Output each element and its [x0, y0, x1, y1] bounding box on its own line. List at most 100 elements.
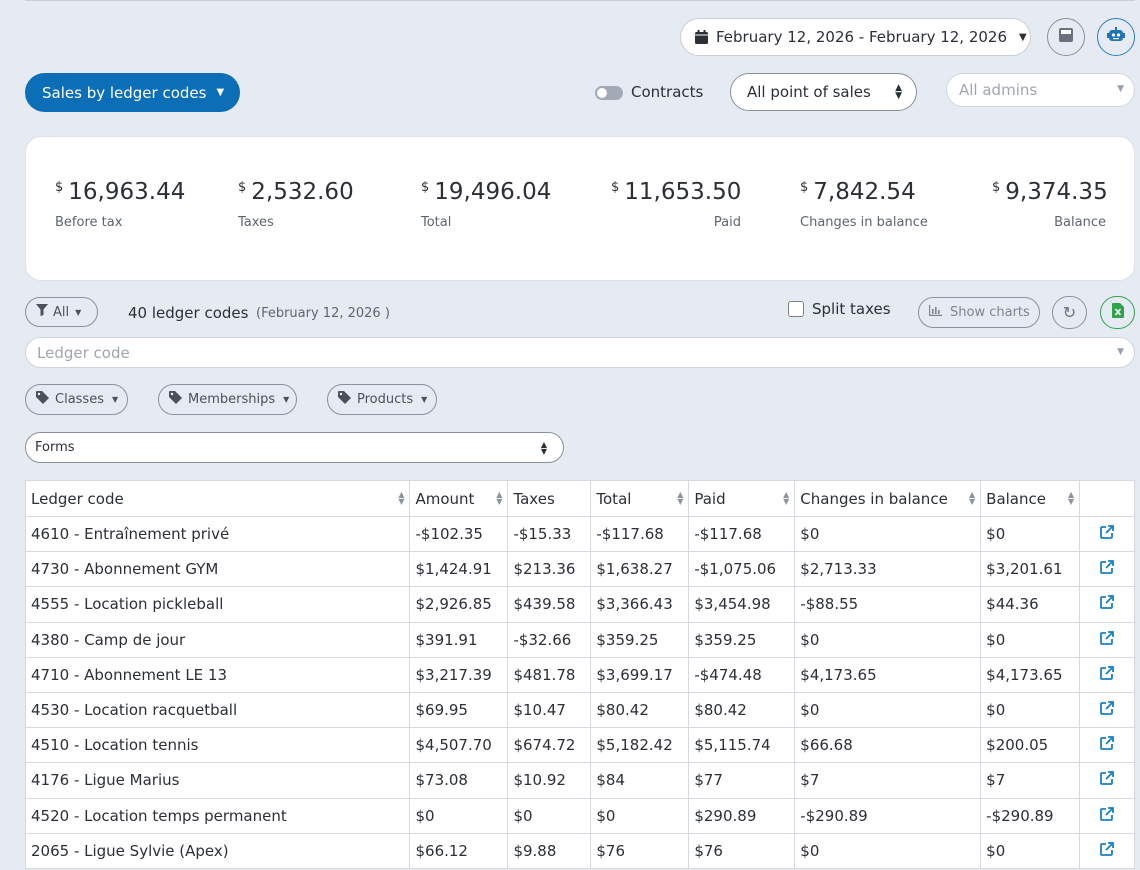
sort-icon: ▲ ▼	[496, 490, 503, 506]
currency-symbol: $	[800, 180, 809, 195]
stat-label: Before tax	[55, 215, 123, 230]
sort-icon: ▲ ▼	[1067, 490, 1075, 506]
table-cell: $2,713.33	[794, 551, 982, 588]
export-excel-button[interactable]	[1100, 296, 1135, 329]
forms-select-value: Forms	[35, 440, 75, 455]
refresh-button[interactable]: ↻	[1052, 296, 1087, 329]
filter-icon	[36, 304, 48, 320]
open-link-icon[interactable]	[1079, 586, 1135, 623]
table-cell: $0	[794, 621, 982, 658]
table-cell: -$15.33	[507, 515, 592, 553]
table-cell: $200.05	[980, 727, 1081, 764]
open-link-icon[interactable]	[1079, 762, 1135, 799]
tag-icon	[36, 391, 49, 408]
table-cell: $391.91	[409, 621, 509, 658]
table-cell: $73.08	[409, 762, 509, 799]
filter-all-label: All	[53, 304, 70, 320]
column-header[interactable]: Total ▲ ▼	[590, 480, 690, 517]
forms-select[interactable]: Forms ▲ ▼	[25, 432, 564, 463]
table-cell: $69.95	[409, 691, 509, 729]
table-cell: 4555 - Location pickleball	[24, 586, 411, 623]
table-cell: $44.36	[980, 586, 1081, 623]
open-link-icon[interactable]	[1079, 691, 1135, 729]
stat-label: Changes in balance	[800, 215, 928, 230]
memberships-filter[interactable]: Memberships ▼	[158, 384, 297, 415]
open-link-icon[interactable]	[1079, 832, 1135, 869]
split-taxes-checkbox[interactable]	[788, 301, 804, 317]
contracts-label: Contracts	[631, 83, 704, 101]
open-link-icon[interactable]	[1079, 727, 1135, 764]
sort-icon: ▲ ▼	[398, 490, 405, 506]
assistant-button[interactable]	[1097, 18, 1135, 56]
table-cell: $0	[980, 621, 1081, 658]
table-cell: $76	[688, 832, 796, 869]
table-cell: $4,507.70	[409, 727, 509, 764]
table-cell: $4,173.65	[980, 656, 1081, 693]
table-cell: $84	[590, 762, 690, 799]
table-cell: $0	[409, 797, 509, 834]
contracts-toggle[interactable]	[595, 86, 623, 100]
ledger-count: 40 ledger codes	[128, 304, 249, 322]
column-header-label: Paid	[694, 489, 726, 508]
column-header[interactable]: Balance ▲ ▼	[980, 480, 1081, 517]
table-cell: $80.42	[688, 691, 796, 729]
filter-all-dropdown[interactable]: All ▼	[25, 297, 98, 327]
classes-filter[interactable]: Classes ▼	[25, 384, 128, 415]
calculator-button[interactable]	[1047, 18, 1085, 56]
stat-value: 7,842.54	[813, 179, 916, 205]
column-header[interactable]: Ledger code ▲ ▼	[24, 480, 411, 517]
report-type-label: Sales by ledger codes	[42, 83, 207, 102]
table-cell: $0	[794, 832, 982, 869]
table-cell: $481.78	[507, 656, 592, 693]
sort-icon: ▲ ▼	[677, 490, 684, 506]
column-header[interactable]: Amount ▲ ▼	[409, 480, 509, 517]
table-cell: $10.47	[507, 691, 592, 729]
sort-arrows-icon: ▲ ▼	[540, 440, 547, 456]
table-cell: 4730 - Abonnement GYM	[24, 551, 411, 588]
open-link-icon[interactable]	[1079, 797, 1135, 834]
table-cell: $0	[590, 797, 690, 834]
column-header-label: Ledger code	[31, 489, 124, 508]
ledger-code-input[interactable]: Ledger code ▼	[25, 337, 1135, 368]
table-row: 4530 - Location racquetball $69.95 $10.47 $…	[24, 691, 1135, 729]
table-cell: -$117.68	[688, 515, 796, 553]
admins-select[interactable]: All admins ▼	[946, 73, 1135, 107]
chevron-down-icon: ▼	[421, 395, 428, 404]
date-range-picker[interactable]: February 12, 2026 - February 12, 2026 ▼	[680, 18, 1031, 56]
memberships-label: Memberships	[188, 392, 276, 407]
stat-paid: $11,653.50 Paid	[611, 179, 741, 230]
column-header[interactable]: Taxes	[507, 480, 592, 517]
chevron-down-icon: ▼	[1117, 347, 1124, 357]
open-link-icon[interactable]	[1079, 656, 1135, 693]
open-link-icon[interactable]	[1079, 621, 1135, 658]
table-cell: $7	[794, 762, 982, 799]
open-link-icon[interactable]	[1079, 515, 1135, 553]
table-cell: $359.25	[590, 621, 690, 658]
chevron-down-icon: ▼	[111, 395, 119, 404]
table-cell: 4380 - Camp de jour	[24, 621, 411, 658]
table-cell: $290.89	[688, 797, 796, 834]
report-type-dropdown[interactable]: Sales by ledger codes ▼	[25, 73, 240, 112]
currency-symbol: $	[238, 180, 247, 195]
table-row: 4176 - Ligue Marius $73.08 $10.92 $84 $77 $7 $…	[24, 762, 1135, 799]
table-cell: $0	[980, 691, 1081, 729]
column-header[interactable]: Changes in balance ▲ ▼	[794, 480, 982, 517]
point-of-sale-select[interactable]: All point of sales ▲ ▼	[730, 73, 917, 111]
toggle-knob	[597, 88, 607, 98]
robot-icon	[1107, 27, 1125, 47]
tag-icon	[169, 391, 182, 408]
table-cell: $7	[980, 762, 1081, 799]
open-link-icon[interactable]	[1079, 551, 1135, 588]
column-header[interactable]: Paid ▲ ▼	[688, 480, 796, 517]
show-charts-button[interactable]: Show charts	[918, 297, 1040, 328]
split-taxes-label: Split taxes	[812, 300, 891, 318]
table-cell: $3,366.43	[590, 586, 690, 623]
table-cell: $0	[507, 797, 592, 834]
stat-taxes: $2,532.60 Taxes	[238, 179, 354, 230]
table-row: 4710 - Abonnement LE 13 $3,217.39 $481.78 $…	[24, 656, 1135, 693]
table-cell: $9.88	[507, 832, 592, 869]
table-cell: $77	[688, 762, 796, 799]
products-filter[interactable]: Products ▼	[327, 384, 437, 415]
table-cell: $4,173.65	[794, 656, 982, 693]
table-cell: $10.92	[507, 762, 592, 799]
